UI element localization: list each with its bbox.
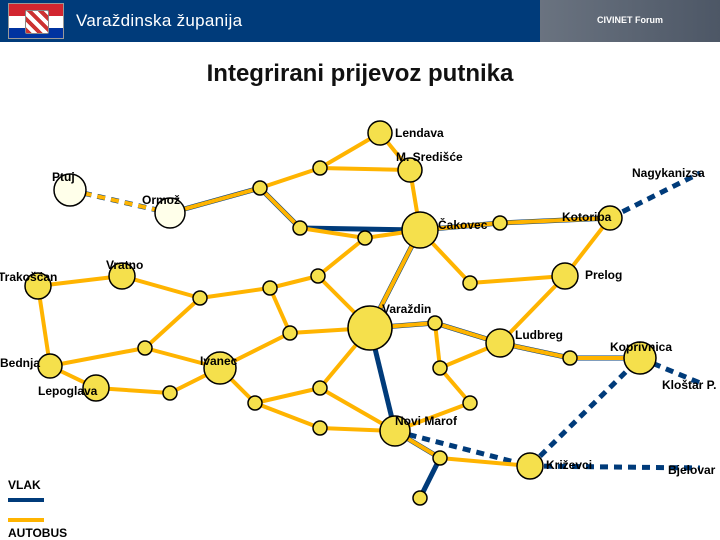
node-m21 <box>413 491 427 505</box>
label-prelog: Prelog <box>585 268 622 282</box>
label-krizevci: Križevci <box>546 458 592 472</box>
label-msred: M. Središće <box>396 150 463 164</box>
node-cakovec <box>402 212 438 248</box>
edge-bus <box>320 168 410 170</box>
legend-train-label: VLAK <box>8 478 41 492</box>
label-koprivnica: Koprivnica <box>610 340 672 354</box>
node-m2 <box>313 161 327 175</box>
node-bednja <box>38 354 62 378</box>
label-klostar: Kloštar P. <box>662 378 716 392</box>
node-m17 <box>463 396 477 410</box>
label-lepoglava: Lepoglava <box>38 384 97 398</box>
label-bjelovar: Bjelovar <box>668 463 715 477</box>
label-bednja: Bednja <box>0 356 40 370</box>
node-krizevci <box>517 453 543 479</box>
node-m13 <box>313 381 327 395</box>
edge-bus <box>260 188 300 228</box>
node-m11 <box>163 386 177 400</box>
header: Varaždinska županija CIVINET Forum <box>0 0 720 42</box>
node-m12 <box>248 396 262 410</box>
edge-bus <box>200 288 270 298</box>
legend-bus-label: AUTOBUS <box>8 526 67 540</box>
edge-bus <box>470 276 565 283</box>
node-m5 <box>493 216 507 230</box>
edge-train <box>530 358 640 466</box>
label-ptuj: Ptuj <box>52 170 75 184</box>
node-m4 <box>358 231 372 245</box>
node-m7 <box>263 281 277 295</box>
label-kotoriba: Kotoriba <box>562 210 611 224</box>
label-cakovec: Čakovec <box>438 218 487 232</box>
label-varazdin: Varaždin <box>382 302 431 316</box>
node-m19 <box>463 276 477 290</box>
node-m6 <box>193 291 207 305</box>
node-m10 <box>138 341 152 355</box>
edge-bus <box>255 388 320 403</box>
label-ormoz: Ormož <box>142 193 180 207</box>
node-m18 <box>563 351 577 365</box>
node-m20 <box>433 451 447 465</box>
region-flag <box>8 3 64 39</box>
edge-bus <box>318 238 365 276</box>
node-lendava <box>368 121 392 145</box>
header-title: Varaždinska županija <box>76 11 242 31</box>
node-m15 <box>428 316 442 330</box>
node-m16 <box>433 361 447 375</box>
node-m1 <box>253 181 267 195</box>
edge-bus <box>50 348 145 366</box>
edge-bus <box>255 403 320 428</box>
label-trakoscan: Trakošćan <box>0 270 57 284</box>
node-prelog <box>552 263 578 289</box>
legend-train: VLAK <box>8 478 50 506</box>
label-ludbreg: Ludbreg <box>515 328 563 342</box>
label-ivanec: Ivanec <box>200 354 237 368</box>
node-ludbreg <box>486 329 514 357</box>
logo-caption: CIVINET Forum <box>597 16 663 26</box>
label-nagyk: Nagykanizsa <box>632 166 705 180</box>
node-m9 <box>283 326 297 340</box>
legend-bus: AUTOBUS <box>8 512 67 540</box>
edge-bus <box>260 168 320 188</box>
node-m14 <box>313 421 327 435</box>
node-m3 <box>293 221 307 235</box>
label-vratno: Vratno <box>106 258 143 272</box>
label-lendava: Lendava <box>395 126 444 140</box>
network-diagram: Ptuj Ormož Lendava M. Središće Nagykanizsa Ča… <box>0 58 720 540</box>
edge-bus <box>145 298 200 348</box>
label-novimarof: Novi Marof <box>395 414 457 428</box>
node-m8 <box>311 269 325 283</box>
header-logo: CIVINET Forum <box>540 0 720 42</box>
